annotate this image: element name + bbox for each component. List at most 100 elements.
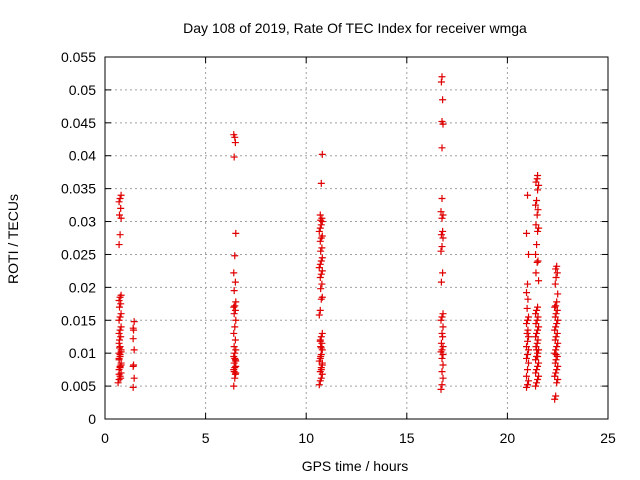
x-tick-label: 25 [600,430,616,446]
data-point [439,96,447,104]
data-point [439,343,447,351]
data-point [438,144,446,152]
data-point [117,323,125,331]
data-point [232,229,240,237]
data-point [438,354,446,362]
data-point [533,316,541,324]
data-point [439,310,447,318]
data-point [232,346,240,354]
data-point [317,221,325,229]
data-point [318,254,326,262]
data-point [533,241,541,249]
data-points [114,73,562,403]
data-point [534,376,542,384]
data-point [535,372,543,380]
data-point [533,379,541,387]
data-point [437,385,445,393]
y-tick-label: 0.035 [61,181,96,197]
data-point [533,329,541,337]
data-point [551,359,559,367]
y-axis-title: ROTI / TECUs [5,194,21,284]
data-point [553,366,561,374]
data-point [318,232,326,240]
data-point [438,329,446,337]
data-point [437,208,445,216]
data-point [130,346,138,354]
data-point [117,291,125,299]
data-point [115,303,123,311]
data-point [230,287,238,295]
data-point [117,374,125,382]
grid [105,57,608,419]
data-point [552,310,560,318]
data-point [115,370,123,378]
data-point [524,350,532,358]
data-point [532,320,540,328]
data-point [554,290,562,298]
data-point [231,323,239,331]
data-point [523,229,531,237]
data-point [532,178,540,186]
data-point [232,316,240,324]
data-point [551,336,559,344]
data-point [231,374,239,382]
data-point [438,195,446,203]
data-point [439,227,447,235]
tick-labels: 0 0.005 0.01 0.015 0.02 0.025 0.03 0.035 0.04 0.0… [61,49,616,446]
data-point [534,303,542,311]
data-point [534,352,542,360]
data-point [535,277,543,285]
y-tick-label: 0.02 [69,279,96,295]
data-point [129,383,137,391]
data-point [318,280,326,288]
data-point [316,211,324,219]
y-tick-label: 0.04 [69,148,96,164]
chart-title: Day 108 of 2019, Rate Of TEC Index for r… [183,20,527,36]
x-tick-label: 10 [298,430,314,446]
data-point [552,392,560,400]
data-point [316,224,324,232]
data-point [230,303,238,311]
data-point [524,337,532,345]
data-point [317,344,325,352]
data-point [532,310,540,318]
data-point [524,295,532,303]
data-point [439,333,447,341]
data-point [437,316,445,324]
y-tick-label: 0.045 [61,115,96,131]
data-point [117,191,125,199]
data-point [230,153,238,161]
data-point [551,303,559,311]
data-point [551,395,559,403]
data-point [534,257,542,265]
data-point [117,300,125,308]
data-point [116,313,124,321]
data-point [533,339,541,347]
data-point [117,310,125,318]
data-point [318,244,326,252]
data-point [116,326,124,334]
data-point [525,313,533,321]
data-point [524,366,532,374]
data-point [318,267,326,275]
data-point [116,343,124,351]
plot-frame [104,56,609,420]
y-tick-label: 0.05 [69,82,96,98]
data-point [317,333,325,341]
data-point [523,329,531,337]
data-point [231,139,239,147]
data-point [532,369,540,377]
data-point [523,289,531,297]
data-point [533,346,541,354]
data-point [315,227,323,235]
data-point [438,118,446,126]
data-point [554,376,562,384]
data-point [524,326,532,334]
data-point [534,206,542,214]
data-point [553,379,561,387]
data-point [524,191,532,199]
data-point [316,337,324,345]
data-point [524,316,532,324]
data-point [439,361,447,369]
y-tick-label: 0.055 [61,49,96,65]
